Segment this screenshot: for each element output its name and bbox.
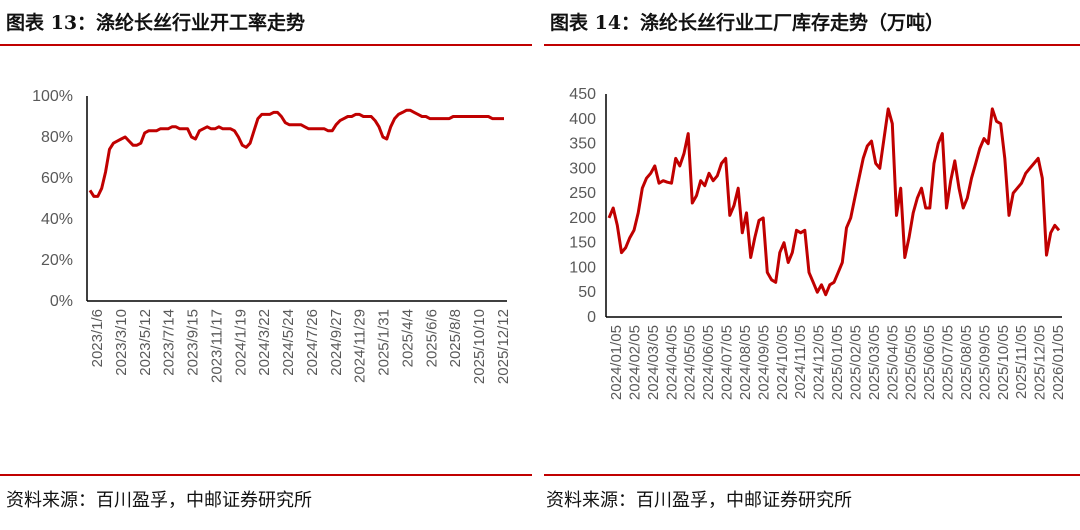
x-tick-label: 2026/01/05: [1050, 325, 1067, 400]
x-tick-label: 2024/02/05: [626, 325, 643, 400]
y-tick-label: 60%: [41, 170, 73, 187]
x-tick-label: 2023/1/6: [89, 309, 106, 367]
x-tick-label: 2024/11/05: [792, 325, 809, 399]
x-tick-label: 2025/10/05: [995, 325, 1012, 400]
y-tick-label: 400: [569, 111, 596, 128]
x-tick-label: 2025/1/31: [376, 309, 393, 376]
x-tick-label: 2023/7/14: [161, 309, 178, 376]
x-tick-label: 2025/05/05: [903, 325, 920, 400]
x-tick-label: 2025/01/05: [829, 325, 846, 400]
x-tick-label: 2023/5/12: [137, 309, 154, 376]
y-tick-label: 50: [578, 284, 596, 301]
series-line: [607, 107, 1061, 297]
left-panel: 图表 13：涤纶长丝行业开工率走势 0% 20% 40% 60% 80% 100% 2023…: [0, 0, 532, 511]
x-tick-label: 2025/07/05: [940, 325, 957, 400]
x-tick-label: 2024/7/26: [304, 309, 321, 376]
x-tick-label: 2024/9/27: [328, 309, 345, 376]
right-source-note: 资料来源：百川盈孚，中邮证券研究所: [546, 490, 852, 511]
x-tick-label: 2025/03/05: [866, 325, 883, 400]
x-tick-label: 2024/06/05: [700, 325, 717, 400]
y-tick-label: 450: [569, 86, 596, 103]
right-footer-rule: [544, 474, 1080, 476]
x-tick-label: 2025/02/05: [847, 325, 864, 400]
x-tick-label: 2025/09/05: [976, 325, 993, 400]
y-tick-label: 100%: [32, 88, 73, 105]
right-panel: 图表 14：涤纶长丝行业工厂库存走势（万吨） 0 50 100 150 200 250 30…: [540, 0, 1080, 530]
y-tick-label: 0%: [50, 293, 73, 310]
x-tick-label: 2023/3/10: [113, 309, 130, 376]
x-tick-label: 2025/10/10: [471, 309, 488, 384]
utilization-rate-chart: 0% 20% 40% 60% 80% 100% 2023/1/6 2023/3/10 2023/…: [32, 88, 512, 384]
right-title-bar: 图表 14：涤纶长丝行业工厂库存走势（万吨）: [544, 0, 1080, 46]
x-tick-label: 2025/12/05: [1032, 325, 1049, 400]
x-tick-label: 2025/4/4: [399, 309, 416, 367]
left-footer-rule: [0, 474, 532, 476]
x-tick-label: 2024/1/19: [232, 309, 249, 376]
y-tick-label: 350: [569, 136, 596, 153]
x-tick-label: 2025/11/05: [1013, 325, 1030, 399]
x-tick-label: 2024/12/05: [811, 325, 828, 400]
x-tick-label: 2024/04/05: [663, 325, 680, 400]
x-tick-label: 2024/07/05: [719, 325, 736, 400]
y-tick-label: 20%: [41, 252, 73, 269]
y-tick-label: 300: [569, 160, 596, 177]
x-tick-label: 2023/11/17: [208, 309, 225, 383]
x-tick-label: 2024/01/05: [608, 325, 625, 400]
y-tick-label: 80%: [41, 129, 73, 146]
left-title-bar: 图表 13：涤纶长丝行业开工率走势: [0, 0, 532, 46]
x-tick-label: 2025/8/8: [447, 309, 464, 367]
y-tick-label: 150: [569, 235, 596, 252]
x-tick-label: 2024/10/05: [774, 325, 791, 400]
x-tick-label: 2023/9/15: [185, 309, 202, 376]
x-tick-label: 2024/09/05: [755, 325, 772, 400]
x-tick-label: 2025/06/05: [921, 325, 938, 400]
left-chart-title: 图表 13：涤纶长丝行业开工率走势: [6, 12, 306, 34]
x-tick-label: 2024/5/24: [280, 309, 297, 376]
x-tick-label: 2024/11/29: [352, 309, 369, 383]
right-chart-title: 图表 14：涤纶长丝行业工厂库存走势（万吨）: [550, 12, 945, 34]
x-tick-label: 2025/08/05: [958, 325, 975, 400]
x-tick-label: 2024/05/05: [682, 325, 699, 400]
y-tick-label: 200: [569, 210, 596, 227]
y-tick-label: 0: [587, 309, 596, 326]
series-line: [88, 108, 504, 198]
x-tick-label: 2025/12/12: [495, 309, 512, 384]
y-tick-label: 250: [569, 185, 596, 202]
x-tick-label: 2024/3/22: [256, 309, 273, 376]
x-tick-label: 2025/6/6: [423, 309, 440, 367]
x-tick-label: 2024/03/05: [645, 325, 662, 400]
left-source-note: 资料来源：百川盈孚，中邮证券研究所: [6, 490, 312, 511]
x-tick-label: 2025/04/05: [884, 325, 901, 400]
y-tick-label: 40%: [41, 211, 73, 228]
y-tick-label: 100: [569, 259, 596, 276]
x-tick-label: 2024/08/05: [737, 325, 754, 400]
